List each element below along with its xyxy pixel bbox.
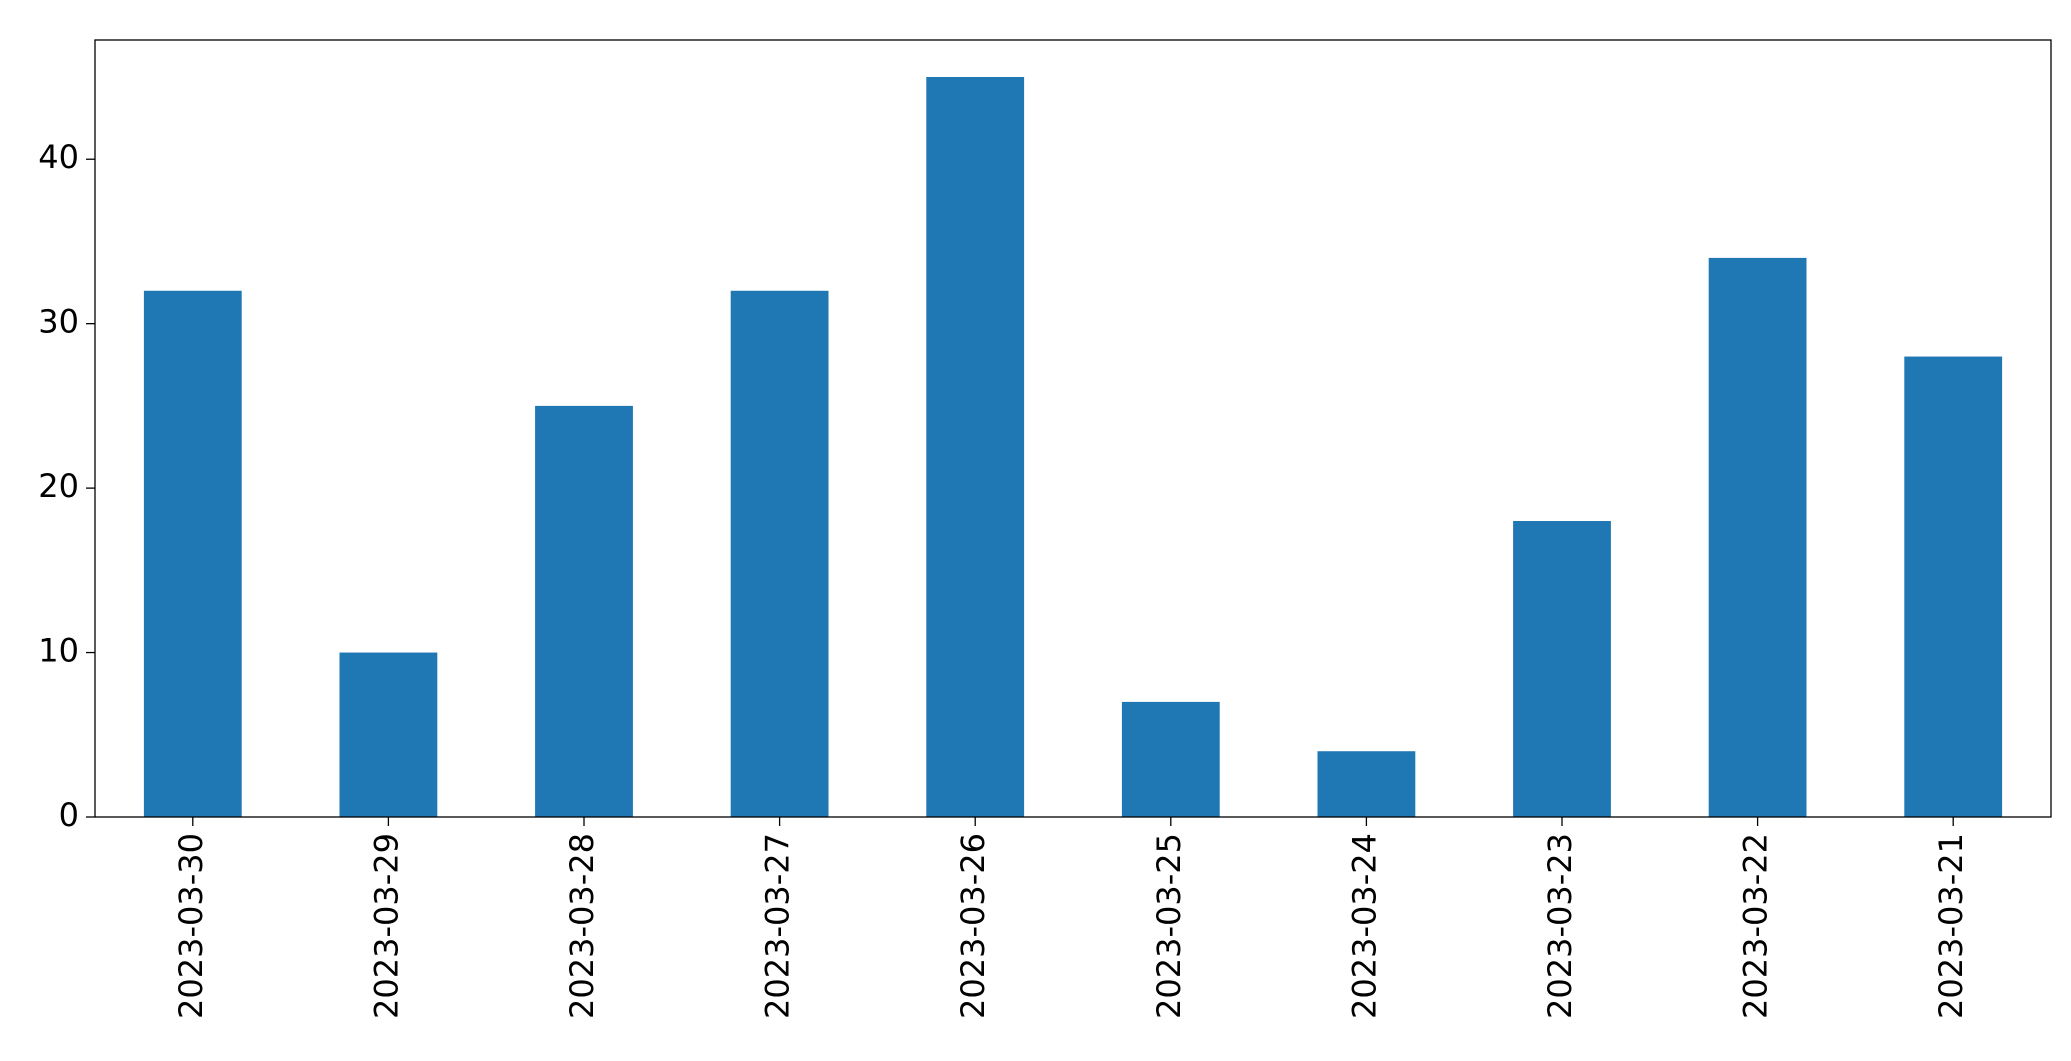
bar bbox=[1121, 701, 1220, 817]
plot-frame bbox=[94, 39, 2052, 818]
x-tick-label: 2023-03-21 bbox=[1932, 833, 1970, 1019]
bar bbox=[1904, 356, 2003, 817]
x-tick-label: 2023-03-27 bbox=[759, 833, 797, 1019]
bar bbox=[143, 290, 242, 817]
bar bbox=[339, 652, 438, 817]
y-tick-label: 40 bbox=[38, 138, 79, 176]
x-tick-label: 2023-03-28 bbox=[563, 833, 601, 1019]
x-tick-label: 2023-03-23 bbox=[1541, 833, 1579, 1019]
x-tick-label: 2023-03-22 bbox=[1737, 833, 1775, 1019]
y-tick-label: 0 bbox=[59, 796, 79, 834]
bar bbox=[926, 77, 1025, 817]
bar bbox=[535, 405, 633, 817]
x-tick-label: 2023-03-25 bbox=[1150, 833, 1188, 1019]
x-tick-label: 2023-03-29 bbox=[367, 833, 405, 1019]
bar bbox=[1513, 521, 1611, 817]
y-tick-label: 20 bbox=[38, 467, 79, 505]
y-tick-label: 10 bbox=[38, 632, 79, 670]
x-tick-label: 2023-03-30 bbox=[172, 833, 210, 1019]
bar bbox=[1317, 751, 1416, 817]
x-tick-label: 2023-03-24 bbox=[1345, 833, 1383, 1019]
bar bbox=[1708, 257, 1807, 817]
x-tick-label: 2023-03-26 bbox=[954, 833, 992, 1019]
y-tick-label: 30 bbox=[38, 303, 79, 341]
bar bbox=[730, 290, 829, 817]
